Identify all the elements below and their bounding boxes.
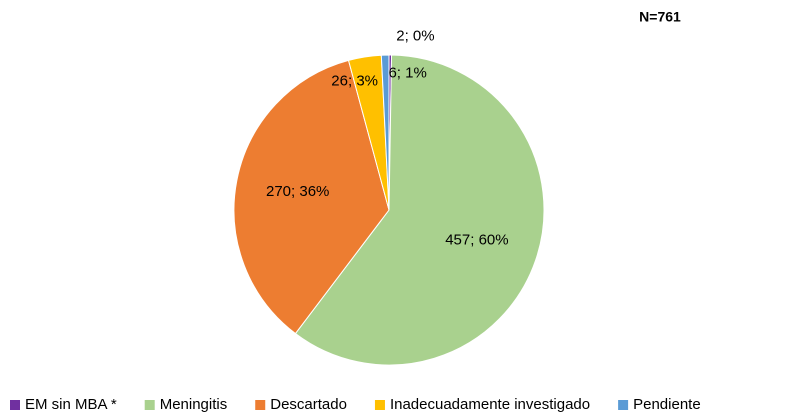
legend-label: EM sin MBA *	[25, 396, 117, 413]
legend-label: Meningitis	[160, 396, 228, 413]
legend-swatch	[144, 400, 155, 410]
data-label: 270; 36%	[266, 183, 329, 200]
legend-label: Pendiente	[633, 396, 701, 413]
legend-swatch	[618, 400, 629, 410]
data-label: 26; 3%	[331, 72, 378, 89]
pie-slice	[380, 54, 390, 211]
legend-swatch	[10, 400, 20, 410]
pie-slice	[294, 54, 545, 366]
data-label: 2; 0%	[396, 27, 434, 44]
legend-label: Inadecuadamente investigado	[390, 396, 590, 413]
data-label: 457; 60%	[445, 231, 508, 248]
legend-swatch	[255, 400, 266, 410]
legend-swatch	[374, 400, 385, 410]
pie-slice	[233, 59, 390, 335]
data-label: 6; 1%	[388, 65, 426, 82]
legend-label: Descartado	[270, 396, 347, 413]
annotation: N=761	[639, 9, 681, 25]
